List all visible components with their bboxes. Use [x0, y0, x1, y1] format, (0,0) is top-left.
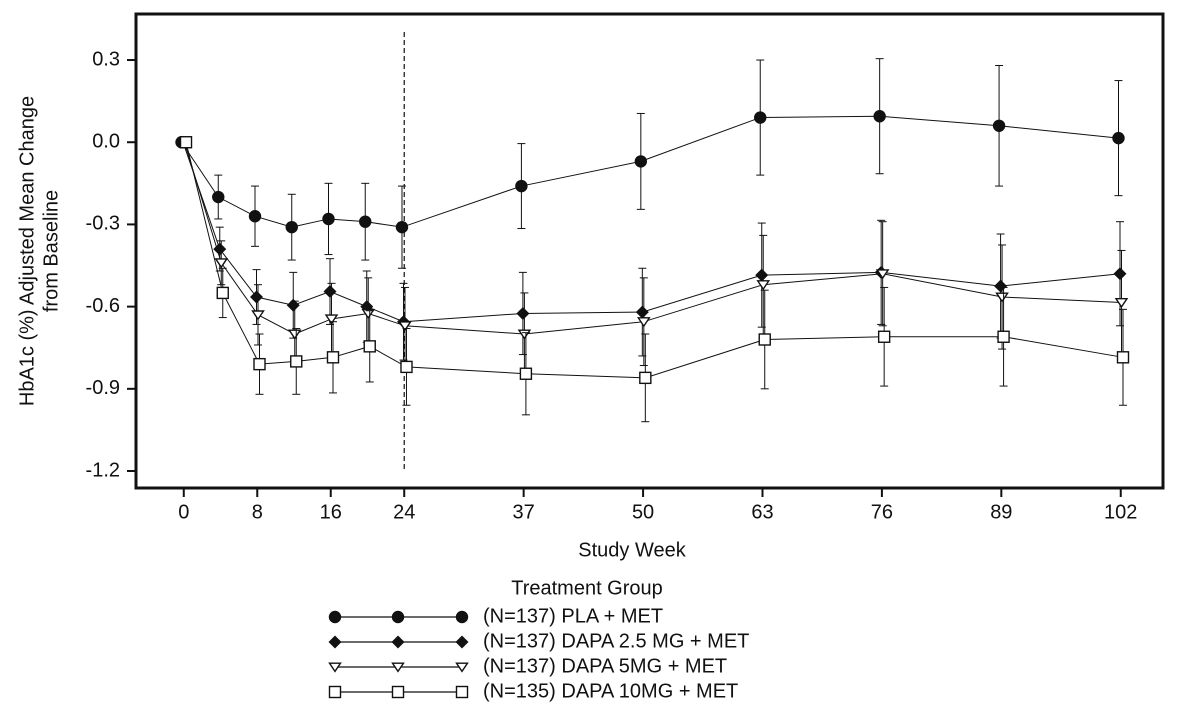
marker	[248, 210, 262, 223]
marker	[1114, 297, 1129, 309]
series-line	[184, 142, 1122, 335]
marker	[359, 215, 372, 228]
marker	[873, 109, 886, 123]
marker	[363, 340, 376, 353]
legend-marker	[391, 685, 405, 699]
marker	[634, 155, 648, 168]
marker	[516, 306, 530, 320]
marker	[212, 190, 225, 204]
x-tick-label: 24	[393, 501, 415, 523]
marker	[179, 136, 193, 149]
marker	[324, 314, 339, 325]
legend-marker	[391, 635, 405, 649]
y-axis-label: HbA1c (%) Adjusted Mean Change	[16, 96, 38, 406]
marker	[756, 280, 771, 291]
marker	[754, 111, 767, 124]
marker	[635, 305, 649, 319]
legend-marker	[328, 635, 342, 649]
marker	[1112, 131, 1125, 145]
marker	[326, 351, 340, 364]
y-tick-label: -0.9	[86, 377, 120, 399]
marker	[398, 321, 412, 332]
marker	[994, 279, 1008, 293]
marker	[322, 212, 335, 226]
marker	[877, 330, 891, 343]
series-line	[181, 115, 1119, 228]
plot-frame	[134, 12, 1165, 490]
marker	[214, 258, 229, 269]
legend-marker	[455, 635, 469, 649]
x-tick-label: 37	[513, 501, 535, 523]
y-tick-label: -0.3	[86, 213, 120, 235]
marker	[637, 317, 651, 328]
marker	[287, 329, 302, 340]
x-tick-label: 16	[320, 501, 342, 523]
legend-label: (N=135) DAPA 10MG + MET	[483, 680, 738, 702]
legend-marker	[455, 662, 469, 673]
legend-marker	[455, 610, 469, 624]
marker	[251, 310, 265, 321]
y-tick-label: 0.3	[92, 48, 120, 70]
x-tick-label: 0	[178, 501, 189, 523]
series-line	[185, 142, 1124, 379]
legend-marker	[455, 685, 469, 699]
marker	[216, 286, 229, 300]
legend-label: (N=137) DAPA 2.5 MG + MET	[483, 630, 749, 652]
marker	[250, 290, 263, 304]
marker	[755, 268, 769, 282]
marker	[395, 220, 409, 234]
y-tick-label: 0.0	[92, 131, 120, 153]
marker	[290, 355, 303, 368]
x-tick-label: 89	[990, 501, 1012, 523]
x-tick-label: 63	[751, 501, 773, 523]
marker	[400, 360, 413, 374]
marker	[995, 292, 1009, 303]
series-line	[182, 142, 1121, 323]
x-tick-label: 50	[632, 501, 654, 523]
marker	[286, 298, 300, 312]
x-tick-label: 8	[252, 501, 263, 523]
marker	[515, 179, 528, 193]
legend-label: (N=137) DAPA 5MG + MET	[483, 655, 727, 677]
x-axis-label: Study Week	[578, 539, 686, 561]
legend-label: (N=137) PLA + MET	[483, 605, 663, 627]
legend-marker	[328, 610, 342, 624]
marker	[323, 285, 337, 299]
marker	[517, 329, 532, 340]
marker	[639, 371, 652, 385]
marker	[253, 357, 266, 371]
x-tick-label: 102	[1104, 501, 1137, 523]
y-tick-label: -0.6	[86, 295, 120, 317]
marker	[875, 269, 890, 280]
marker	[519, 367, 533, 380]
y-axis-label: from Baseline	[40, 190, 62, 312]
legend-marker	[391, 610, 405, 624]
marker	[1116, 351, 1130, 364]
legend-marker	[328, 662, 342, 673]
x-tick-label: 76	[871, 501, 893, 523]
legend-marker	[328, 685, 342, 699]
y-tick-label: -1.2	[86, 459, 120, 481]
legend-marker	[391, 662, 405, 673]
marker	[997, 330, 1010, 343]
marker	[285, 220, 298, 234]
legend-title: Treatment Group	[511, 577, 663, 599]
marker	[758, 333, 771, 346]
marker	[1113, 267, 1127, 281]
marker	[361, 308, 376, 320]
marker	[992, 119, 1006, 132]
